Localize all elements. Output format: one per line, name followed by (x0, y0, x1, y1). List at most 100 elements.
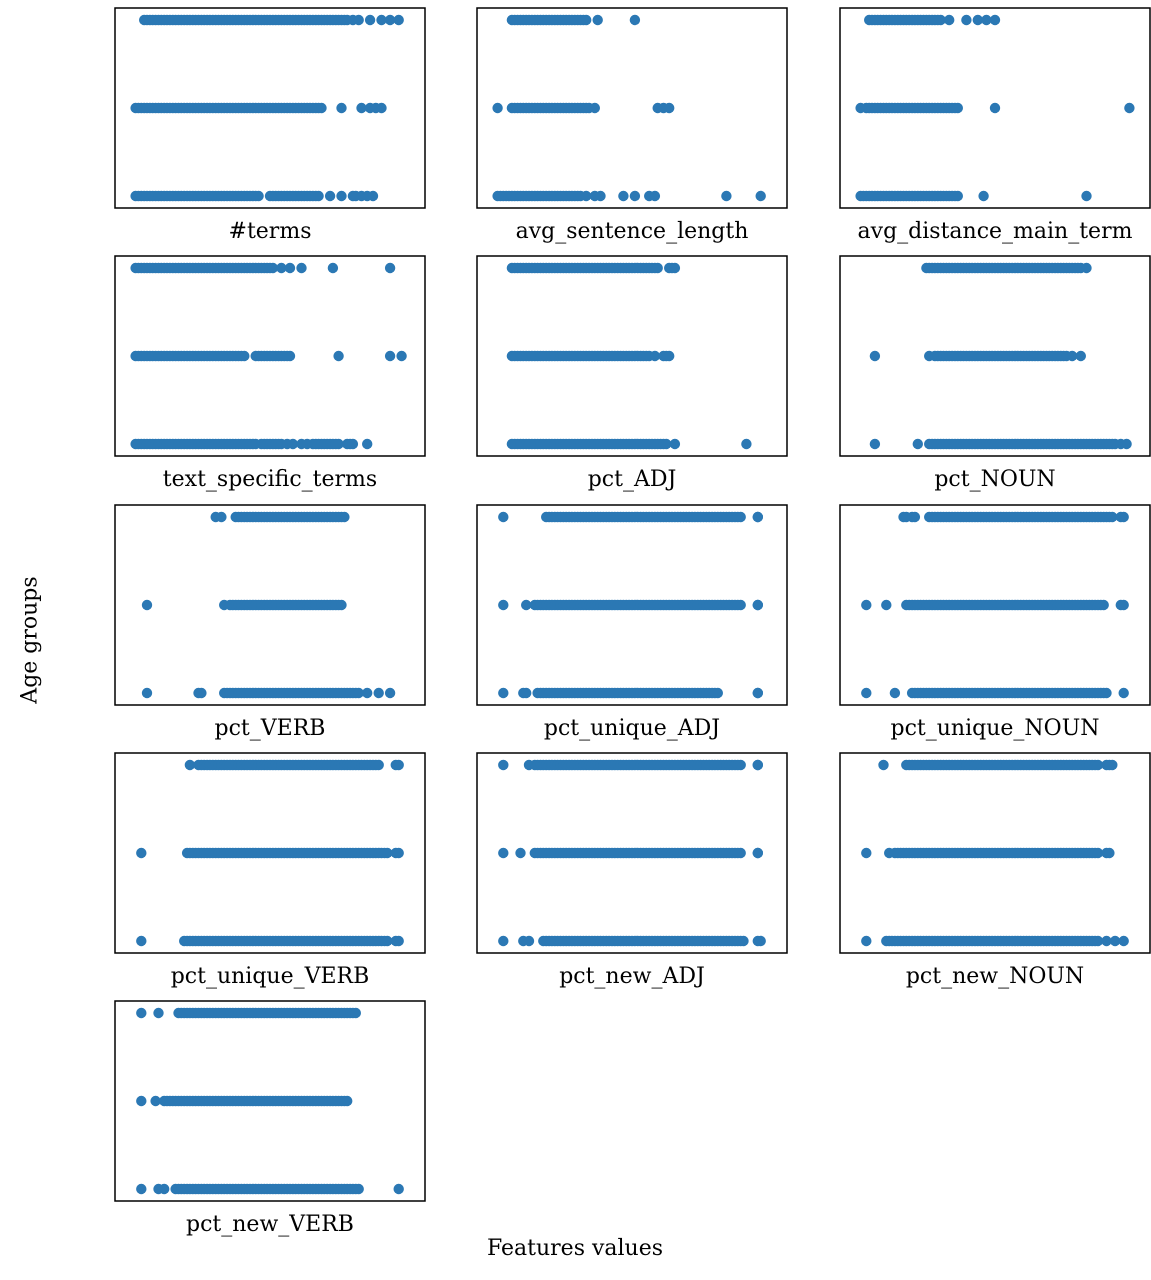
subplot-title: pct_unique_NOUN (891, 716, 1100, 741)
data-point (878, 759, 889, 771)
data-point (1107, 511, 1118, 523)
data-point (333, 438, 344, 450)
data-point (393, 759, 404, 771)
data-point (1081, 190, 1092, 202)
subplot-9: pct_unique_NOUN (839, 504, 1151, 741)
data-point (498, 511, 509, 523)
data-point (367, 190, 379, 202)
data-point (393, 935, 404, 947)
data-point (1104, 847, 1115, 859)
subplot-title: pct_new_NOUN (906, 964, 1084, 989)
data-point (861, 599, 872, 611)
data-point (384, 262, 396, 274)
data-point (353, 687, 364, 699)
data-point (981, 14, 992, 26)
data-point (952, 190, 963, 202)
data-point (664, 102, 675, 114)
subplot-title: pct_new_VERB (186, 1212, 354, 1237)
data-point (1124, 102, 1135, 114)
data-point (735, 599, 746, 611)
subplot-13: pct_new_VERB (114, 1000, 426, 1237)
data-point (353, 1183, 364, 1195)
data-point (196, 687, 207, 699)
subplot-title: text_specific_terms (163, 467, 377, 492)
data-point (521, 687, 532, 699)
data-point (1092, 935, 1104, 947)
data-point (1121, 438, 1132, 450)
data-point (313, 190, 324, 202)
data-point (712, 687, 723, 699)
data-point (721, 190, 732, 202)
data-point (752, 599, 763, 611)
data-point (393, 14, 404, 26)
subplot-frame (114, 1000, 426, 1202)
data-point (153, 1007, 164, 1019)
data-point (912, 438, 923, 450)
data-point (498, 599, 509, 611)
data-point (382, 935, 393, 947)
data-point (515, 847, 526, 859)
data-point (752, 759, 763, 771)
subplot-7: pct_VERB (114, 504, 426, 741)
data-point (141, 687, 153, 699)
data-point (861, 935, 872, 947)
data-point (581, 190, 592, 202)
data-point (159, 1183, 170, 1195)
data-point (267, 262, 279, 274)
data-point (881, 599, 892, 611)
data-point (861, 687, 872, 699)
data-point (741, 438, 752, 450)
data-point (296, 262, 307, 274)
subplot-title: pct_unique_VERB (171, 964, 370, 989)
data-point (752, 511, 763, 523)
data-point (755, 190, 766, 202)
data-point (1101, 687, 1112, 699)
subplot-5: pct_ADJ (476, 255, 788, 492)
data-point (1118, 935, 1129, 947)
data-point (284, 350, 296, 362)
subplot-frame (839, 752, 1151, 954)
data-point (735, 759, 746, 771)
subplot-frame (476, 255, 788, 457)
data-point (1118, 599, 1129, 611)
data-point (1101, 935, 1112, 947)
data-point (752, 847, 763, 859)
data-point (362, 438, 373, 450)
data-point (364, 14, 376, 26)
data-point (373, 687, 384, 699)
data-point (287, 438, 299, 450)
data-point (350, 1007, 361, 1019)
subplot-4: text_specific_terms (114, 255, 426, 492)
data-point (184, 759, 196, 771)
subplot-title: avg_distance_main_term (858, 219, 1133, 244)
data-point (961, 14, 972, 26)
data-point (618, 190, 629, 202)
data-point (1075, 350, 1087, 362)
subplot-11: pct_new_ADJ (476, 752, 788, 989)
data-point (353, 14, 364, 26)
data-point (362, 687, 373, 699)
subplot-6: pct_NOUN (839, 255, 1151, 492)
data-point (629, 14, 641, 26)
data-point (649, 350, 661, 362)
data-point (664, 350, 675, 362)
data-point (382, 847, 393, 859)
data-point (592, 14, 603, 26)
data-point (141, 599, 153, 611)
data-point (316, 102, 327, 114)
subplot-frame (839, 255, 1151, 457)
data-point (978, 190, 989, 202)
data-point (384, 687, 396, 699)
subplot-frame (114, 7, 426, 209)
subplot-title: pct_ADJ (588, 467, 677, 492)
subplot-frame (839, 7, 1151, 209)
data-point (136, 1183, 147, 1195)
data-point (989, 14, 1001, 26)
data-point (498, 687, 509, 699)
data-point (861, 847, 872, 859)
subplot-frame (476, 504, 788, 706)
subplot-frame (114, 504, 426, 706)
data-point (498, 759, 509, 771)
data-point (1067, 350, 1078, 362)
